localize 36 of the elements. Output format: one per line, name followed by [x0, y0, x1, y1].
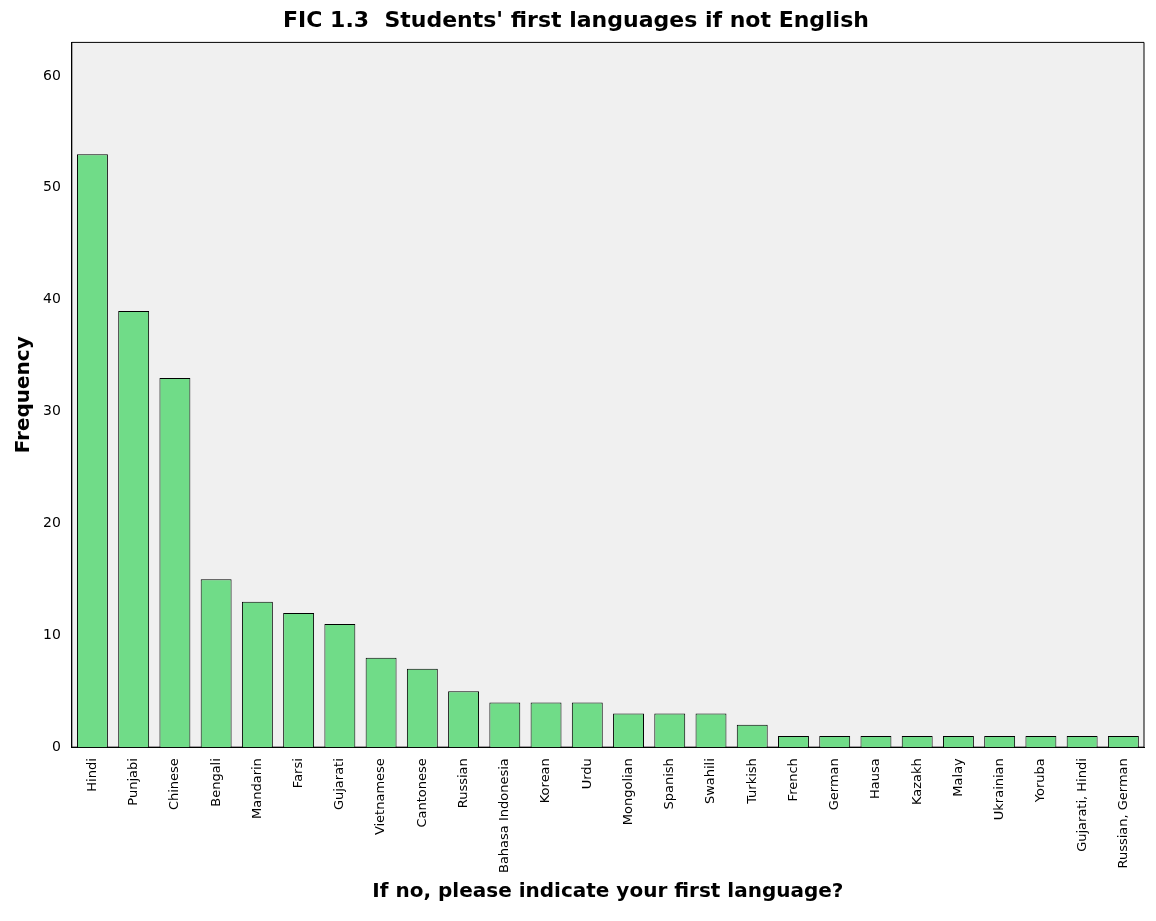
- x-tick-label: Hausa: [867, 758, 883, 799]
- x-tick-label: Chinese: [166, 758, 182, 811]
- x-tick-label: Mandarin: [248, 758, 264, 820]
- x-tick-label: Spanish: [661, 758, 677, 810]
- x-tick-label: Gujarati, Hindi: [1073, 758, 1089, 852]
- y-tick-label: 0: [51, 737, 61, 754]
- x-tick-label: Cantonese: [413, 758, 429, 828]
- x-tick-label: Turkish: [743, 758, 759, 805]
- x-tick-label: Ukrainian: [991, 758, 1007, 821]
- y-tick-label: 50: [42, 178, 61, 195]
- chart-title: FIC 1.3 Students' first languages if not English: [283, 6, 869, 32]
- x-axis-title: If no, please indicate your first language?: [372, 878, 844, 903]
- x-tick-label: French: [784, 758, 800, 802]
- x-tick-label: Punjabi: [125, 758, 141, 806]
- y-tick-label: 60: [42, 66, 61, 83]
- x-tick-label: Korean: [537, 758, 553, 804]
- x-tick-label: Yoruba: [1032, 758, 1048, 804]
- x-tick-label: Kazakh: [908, 758, 924, 805]
- x-tick-label: Mongolian: [619, 758, 635, 826]
- x-tick-label: Gujarati: [331, 758, 347, 811]
- x-tick-label: Swahili: [702, 758, 718, 805]
- x-tick-label: Malay: [949, 757, 965, 797]
- y-axis-title: Frequency: [10, 336, 35, 454]
- y-tick-label: 10: [42, 625, 61, 642]
- x-tick-label: German: [826, 758, 842, 811]
- y-tick-label: 40: [42, 290, 61, 307]
- x-tick-label: Hindi: [83, 758, 99, 792]
- x-tick-label: Bahasa Indonesia: [496, 758, 512, 874]
- x-tick-label: Farsi: [290, 758, 305, 789]
- x-tick-label: Russian, German: [1114, 758, 1130, 869]
- y-tick-label: 20: [42, 514, 61, 531]
- x-tick-label: Vietnamese: [372, 758, 388, 836]
- x-tick-label: Urdu: [578, 758, 594, 790]
- y-tick-label: 30: [42, 402, 61, 419]
- x-tick-label: Russian: [454, 758, 470, 809]
- x-tick-label: Bengali: [207, 758, 223, 807]
